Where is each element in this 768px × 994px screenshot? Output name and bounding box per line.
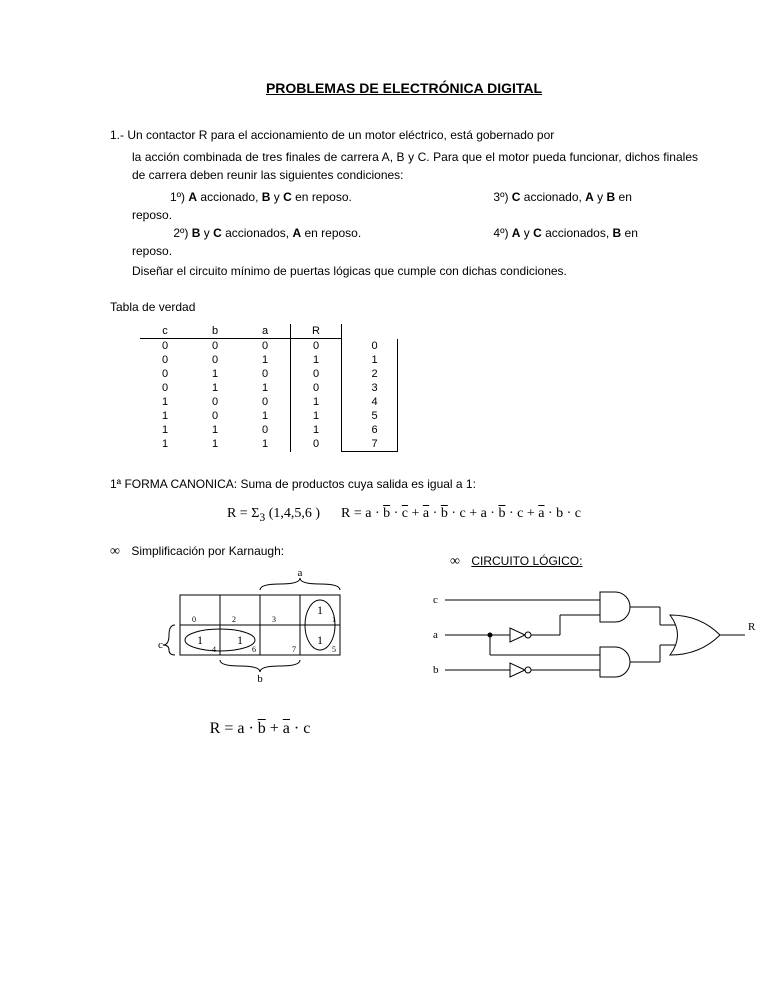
kmap-var-a: a [298, 570, 303, 579]
canonical-label: 1ª FORMA CANONICA: Suma de productos cuy… [110, 477, 698, 491]
svg-text:1: 1 [317, 633, 323, 647]
table-row: 11016 [140, 423, 398, 437]
svg-text:1: 1 [317, 603, 323, 617]
svg-text:5: 5 [332, 645, 336, 654]
svg-text:2: 2 [232, 615, 236, 624]
truth-table: c b a R 00000001110100201103100141011511… [140, 324, 398, 452]
circuit-heading: CIRCUITO LÓGICO: [471, 554, 582, 568]
document-page: PROBLEMAS DE ELECTRÓNICA DIGITAL 1.- Un … [0, 0, 768, 798]
circuit-label: ∞ CIRCUITO LÓGICO: [450, 554, 760, 570]
logic-circuit-svg: c a b R [430, 580, 760, 700]
problem-statement: 1.- Un contactor R para el accionamiento… [110, 126, 698, 144]
table-row: 11107 [140, 437, 398, 452]
problem-text-1: Un contactor R para el accionamiento de … [127, 128, 554, 142]
svg-text:1: 1 [197, 633, 203, 647]
th-c: c [140, 324, 190, 339]
table-row: 00000 [140, 339, 398, 354]
condition-4-trail: reposo. [110, 242, 698, 260]
problem-text-2: la acción combinada de tres finales de c… [110, 148, 698, 184]
condition-row-1: 1º) A accionado, B y C en reposo. 3º) C … [110, 188, 698, 206]
problem-number: 1.- [110, 128, 124, 142]
condition-1: 1º) A accionado, B y C en reposo. [110, 188, 493, 206]
circuit-input-a: a [433, 629, 438, 641]
table-row: 00111 [140, 353, 398, 367]
th-a: a [240, 324, 291, 339]
table-row: 01103 [140, 381, 398, 395]
svg-text:1: 1 [237, 633, 243, 647]
svg-text:3: 3 [272, 615, 276, 624]
condition-3-trail: reposo. [110, 206, 698, 224]
th-idx [342, 324, 398, 339]
karnaugh-column: ∞ Simplificación por Karnaugh: [110, 544, 410, 738]
bullet-icon: ∞ [110, 544, 128, 560]
condition-row-2: 2º) B y C accionados, A en reposo. 4º) A… [110, 224, 698, 242]
bullet-icon: ∞ [450, 554, 468, 570]
condition-2: 2º) B y C accionados, A en reposo. [110, 224, 493, 242]
design-instruction: Diseñar el circuito mínimo de puertas ló… [110, 262, 698, 280]
simplified-equation: R = a · b + a · c [110, 720, 410, 738]
table-row: 01002 [140, 367, 398, 381]
svg-text:6: 6 [252, 645, 256, 654]
kmap-svg: a b c 0231 4675 1 111 [150, 570, 370, 700]
simplification-label: ∞ Simplificación por Karnaugh: [110, 544, 410, 560]
table-row: 10014 [140, 395, 398, 409]
kmap-var-b: b [257, 673, 263, 685]
lower-section: ∞ Simplificación por Karnaugh: [110, 544, 698, 738]
svg-text:0: 0 [192, 615, 196, 624]
table-row: 10115 [140, 409, 398, 423]
circuit-input-b: b [433, 664, 439, 676]
kmap-var-c: c [158, 639, 163, 651]
condition-4: 4º) A y C accionados, B en [493, 224, 698, 242]
svg-text:4: 4 [212, 645, 216, 654]
circuit-column: ∞ CIRCUITO LÓGICO: [430, 544, 760, 738]
canonical-equation: R = Σ3 (1,4,5,6 ) R = a · b · c + a · b … [110, 506, 698, 524]
karnaugh-map: a b c 0231 4675 1 111 [150, 570, 370, 710]
truth-header-row: c b a R [140, 324, 398, 339]
condition-3: 3º) C accionado, A y B en [493, 188, 698, 206]
th-r: R [291, 324, 342, 339]
page-title: PROBLEMAS DE ELECTRÓNICA DIGITAL [110, 80, 698, 96]
th-b: b [190, 324, 240, 339]
circuit-output: R [748, 621, 756, 633]
svg-text:7: 7 [292, 645, 296, 654]
canonical-terms: R = a · b · c + a · b · c + a · b · c + … [341, 506, 581, 521]
truth-table-label: Tabla de verdad [110, 300, 698, 314]
circuit-input-c: c [433, 594, 438, 606]
